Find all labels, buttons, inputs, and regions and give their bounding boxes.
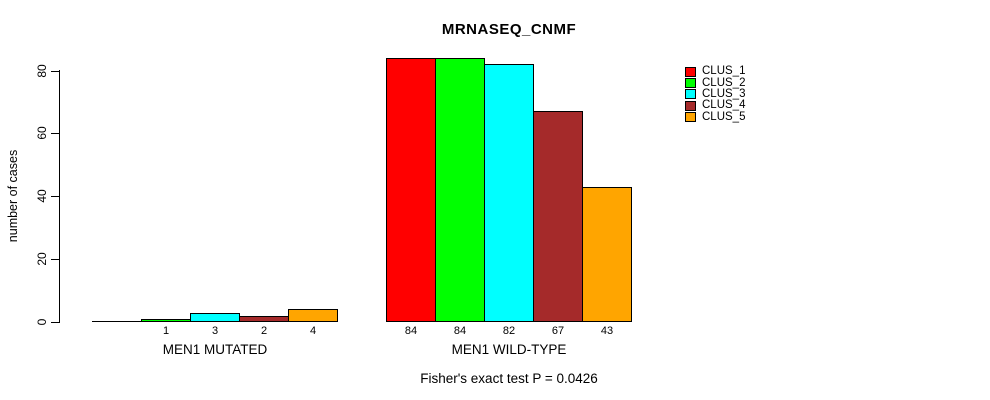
legend-row: CLUS_3 [685,87,746,100]
legend-swatch-icon [685,78,696,89]
legend-label: CLUS_2 [702,76,746,89]
bar-CLUS_2 [141,319,191,322]
fisher-test-annotation: Fisher's exact test P = 0.0426 [420,371,598,386]
chart-title: MRNASEQ_CNMF [441,21,577,38]
legend-row: CLUS_4 [685,100,745,111]
bar-value-label: 4 [309,325,317,337]
group-label: MEN1 WILD-TYPE [451,342,567,357]
bar-CLUS_2 [435,58,485,322]
legend-label: CLUS_5 [702,110,746,123]
y-tick-label: 60 [35,126,49,140]
y-tick-label: 0 [35,318,49,326]
bar-CLUS_3 [190,313,240,322]
y-tick-mark [51,196,59,197]
bar-value-label: 3 [211,325,219,337]
y-tick-mark [51,71,59,72]
y-tick-label: 80 [35,64,49,78]
bar-CLUS_3 [484,64,534,322]
legend-swatch-icon [685,66,696,77]
bar-value-label: 84 [404,325,418,337]
legend-swatch-icon [685,112,696,123]
y-tick-mark [51,133,59,134]
legend: CLUS_1 CLUS_2 CLUS_3 CLUS_4 CLUS_5 [685,65,746,123]
legend-row: CLUS_1 [685,65,746,78]
bar-value-label: 67 [551,325,565,337]
y-tick-mark [51,322,59,323]
y-tick-label: 20 [35,252,49,266]
y-axis-label: number of cases [6,149,20,243]
bar-value-label: 82 [502,325,516,337]
legend-label: CLUS_3 [702,87,746,100]
legend-row: CLUS_2 [685,77,745,88]
bar-CLUS_5 [288,309,338,322]
bar-CLUS_4 [239,316,289,322]
bar-CLUS_4 [533,111,583,322]
bar-CLUS_1 [386,58,436,322]
legend-label: CLUS_4 [702,99,746,112]
legend-swatch-icon [685,100,696,111]
legend-row: CLUS_5 [685,110,746,123]
bar-value-label: 1 [162,325,170,337]
bar-CLUS_5 [582,187,632,322]
group-label: MEN1 MUTATED [162,342,268,357]
bar-zero-CLUS_1 [92,321,142,322]
legend-label: CLUS_1 [702,65,746,78]
y-tick-mark [51,259,59,260]
y-axis-line [59,70,60,323]
bar-value-label: 84 [453,325,467,337]
bar-value-label: 43 [600,325,614,337]
bar-value-label: 2 [260,325,268,337]
legend-swatch-icon [685,89,696,100]
y-tick-label: 40 [35,189,49,203]
